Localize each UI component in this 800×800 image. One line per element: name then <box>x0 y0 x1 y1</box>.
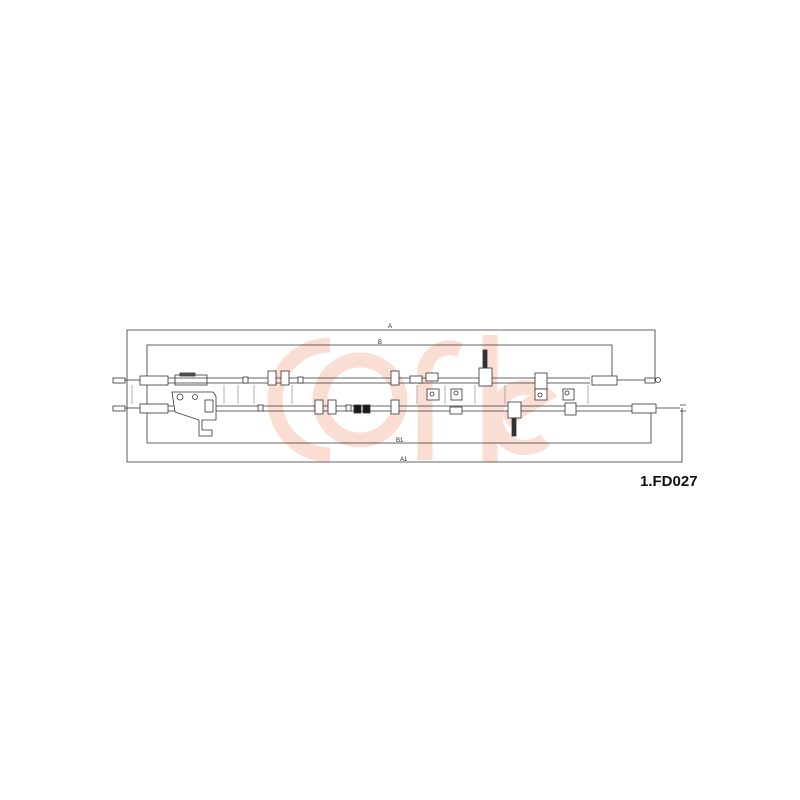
dimension-a-label: A <box>388 324 392 330</box>
dimension-lines <box>126 329 683 463</box>
dimension-b1-label: B1 <box>396 438 404 444</box>
dimension-b-label: B <box>378 340 382 346</box>
lower-cable <box>112 391 686 437</box>
part-number: 1.FD027 <box>640 473 698 490</box>
upper-cable <box>112 349 661 401</box>
section-markers <box>131 385 589 404</box>
dimension-a1-label: A1 <box>400 457 408 463</box>
